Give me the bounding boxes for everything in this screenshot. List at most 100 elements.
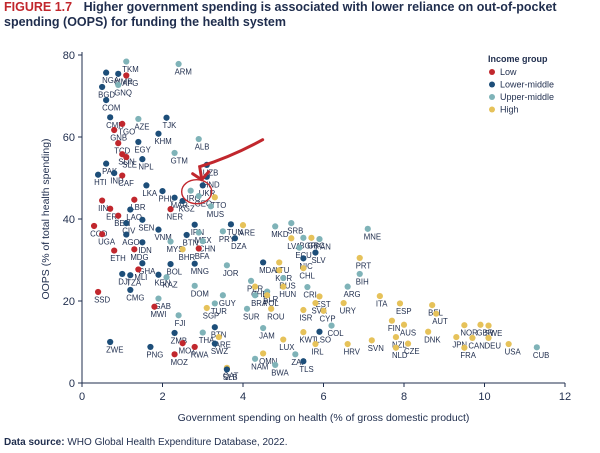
point-label: DJI (118, 277, 130, 286)
point-label: PAK (102, 167, 118, 176)
data-point (123, 220, 130, 227)
data-point (115, 212, 122, 219)
point-label: NAM (251, 362, 268, 371)
data-point (396, 300, 404, 307)
point-label: IND (110, 177, 124, 186)
data-point (199, 182, 206, 189)
data-point (123, 153, 130, 161)
point-label: LAO (126, 213, 142, 222)
data-point (316, 328, 323, 335)
data-point (179, 246, 186, 253)
chart-axes: 0 2 4 6 8 10 12 0 20 40 60 80 Government spending on… (40, 50, 571, 424)
point-label: DOM (191, 289, 209, 298)
point-label: IIN (98, 204, 108, 213)
legend-swatch (489, 69, 495, 75)
point-label: SRB (287, 227, 303, 236)
point-label: TGO (118, 127, 135, 136)
point-label: GHA (138, 267, 156, 276)
point-label: JOR (223, 269, 239, 278)
data-point (155, 271, 162, 278)
point-label: ISR (299, 314, 312, 323)
point-label: MUS (207, 210, 224, 219)
point-label: EGY (134, 145, 151, 154)
point-label: KEN (154, 278, 170, 287)
data-point (312, 249, 319, 256)
data-point (143, 182, 150, 189)
data-point (171, 149, 178, 157)
data-point (260, 324, 267, 332)
point-label: MDG (130, 253, 148, 262)
data-point (139, 156, 146, 163)
point-label: HRV (344, 348, 361, 357)
data-point (344, 283, 351, 290)
y-axis-title: OOPS (% of total health spending) (40, 138, 52, 299)
point-label: ARE (215, 341, 231, 350)
point-label: CUB (533, 351, 549, 360)
point-label: KGZ (179, 204, 195, 213)
point-label: PAN (315, 243, 330, 252)
data-point (239, 222, 247, 229)
point-label: MLI (134, 273, 147, 282)
x-tick-label: 8 (401, 391, 407, 403)
x-tick-label: 6 (320, 391, 326, 403)
data-point (155, 226, 162, 233)
point-label: CIV (122, 227, 136, 236)
point-label: EST (315, 300, 330, 309)
point-label: GBR (476, 328, 493, 337)
point-label: JPN (452, 341, 467, 350)
data-point (135, 115, 142, 123)
point-label: SWZ (211, 347, 229, 356)
data-point (320, 307, 327, 314)
data-point (139, 239, 146, 246)
point-label: SVK (311, 307, 327, 316)
data-point (300, 234, 307, 241)
data-point (477, 321, 484, 328)
data-point (260, 259, 267, 266)
point-label: TLS (299, 365, 313, 374)
data-point (135, 138, 142, 146)
point-label: GAB (154, 302, 170, 311)
point-label: MOZ (179, 347, 197, 356)
data-point (199, 238, 206, 245)
data-point (227, 221, 235, 228)
point-label: BGR (299, 241, 316, 250)
point-label: BFA (195, 252, 211, 261)
data-point (107, 338, 114, 346)
y-tick-label: 80 (63, 50, 75, 62)
legend-entry: Upper-middle (500, 92, 554, 102)
point-label: ZAF (291, 358, 306, 367)
point-label: ERI (106, 212, 119, 221)
point-label: MWI (150, 310, 166, 319)
data-point (300, 306, 307, 314)
point-label: MMR (114, 77, 133, 86)
point-label: BLR (263, 295, 279, 304)
point-label: TTO (211, 201, 226, 210)
data-point (99, 83, 106, 91)
data-point (171, 351, 178, 358)
data-point (119, 270, 126, 278)
data-point (115, 140, 122, 147)
data-point (211, 324, 218, 331)
point-label: KHM (154, 137, 171, 146)
data-point (469, 334, 476, 341)
data-point (127, 286, 134, 294)
point-label: GNB (110, 134, 127, 143)
data-point (139, 216, 146, 223)
point-label: BRA (251, 299, 268, 308)
point-label: AZE (134, 122, 149, 131)
data-point (103, 97, 110, 104)
data-point (260, 350, 267, 357)
point-label: MDA (259, 266, 277, 275)
point-label: AGO (122, 238, 139, 247)
annotation-arrow (197, 138, 265, 181)
data-point (316, 293, 323, 300)
x-axis-title: Government spending on health (% of gros… (178, 412, 470, 424)
data-point (163, 114, 170, 121)
point-label: QAT (223, 371, 239, 380)
data-point (111, 247, 118, 254)
point-label: SVN (368, 344, 384, 353)
point-label: TZA (126, 279, 142, 288)
point-label: CYP (320, 314, 336, 323)
